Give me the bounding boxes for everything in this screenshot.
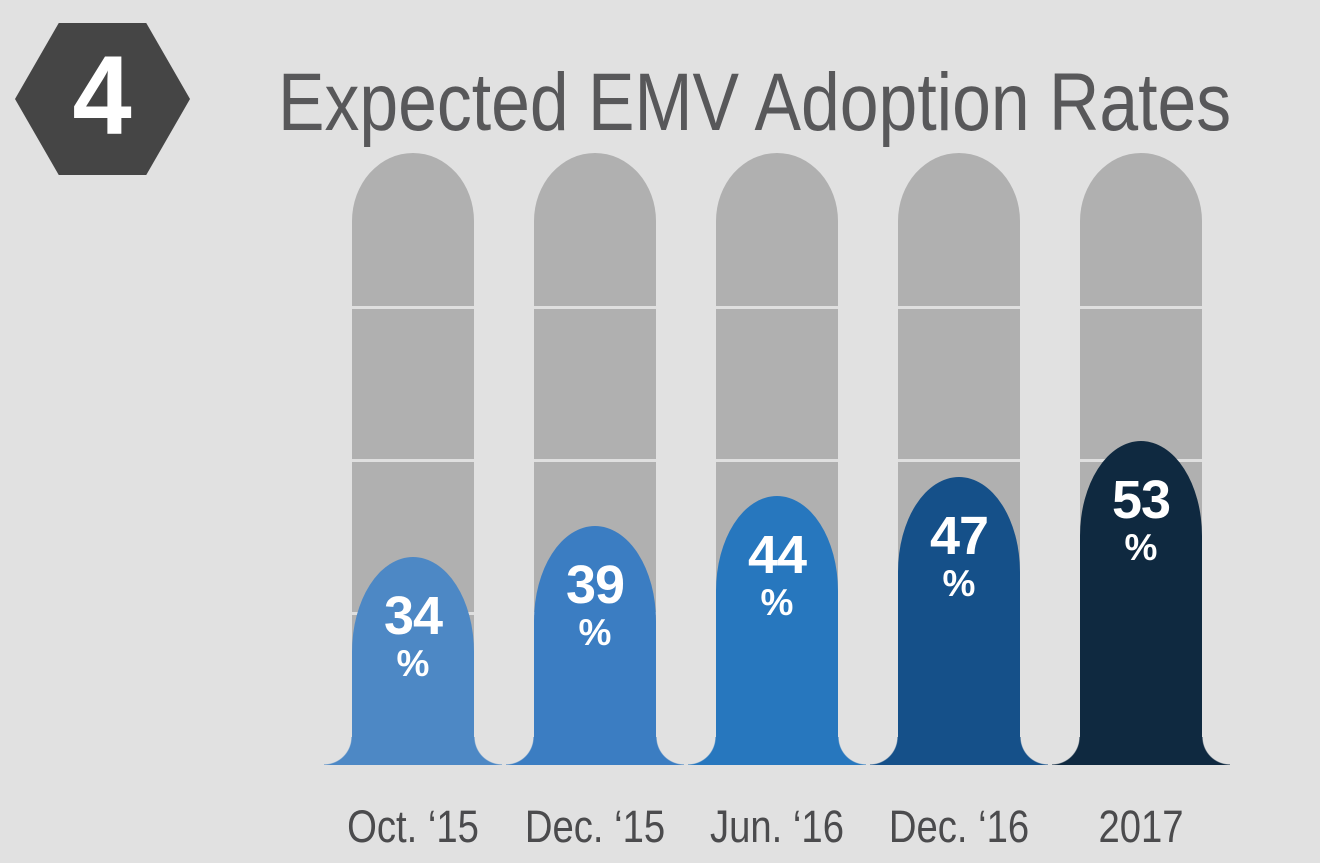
bar-value-label: 39% [534, 558, 656, 651]
gridline-75pct [534, 306, 656, 309]
gridline-50pct [716, 459, 838, 462]
scale-track-2: 39% [506, 153, 684, 765]
gridline-75pct [1080, 306, 1202, 309]
bar-dec16: 47% [870, 477, 1048, 765]
bar-value-label: 34% [352, 589, 474, 682]
category-label-3: Jun. ‘16 [710, 801, 844, 852]
section-number: 4 [72, 33, 133, 158]
value-number: 44 [747, 524, 807, 585]
scale-track-5: 53% [1052, 153, 1230, 766]
gridline-50pct [898, 459, 1020, 462]
bar-jun16: 44% [688, 495, 866, 766]
bar-value-label: 44% [716, 528, 838, 621]
scale-track-1: 34% [324, 153, 502, 766]
gridline-50pct [352, 459, 474, 462]
value-number: 47 [929, 506, 989, 567]
chart-title: Expected EMV Adoption Rates [278, 57, 1232, 148]
bar-2017: 53% [1052, 440, 1230, 766]
gridline-75pct [898, 306, 1020, 309]
category-label-5: 2017 [1098, 801, 1184, 852]
value-unit: % [760, 581, 794, 623]
scale-track-4: 47% [870, 153, 1048, 765]
bar-dec15: 39% [506, 526, 684, 765]
bar-value-label: 47% [898, 509, 1020, 602]
section-number-hexagon: 4 [15, 23, 190, 175]
value-number: 39 [565, 555, 625, 616]
gridline-50pct [534, 459, 656, 462]
value-unit: % [578, 612, 612, 654]
value-unit: % [1124, 526, 1158, 568]
value-number: 34 [383, 585, 443, 646]
value-unit: % [396, 642, 430, 684]
category-label-2: Dec. ‘15 [524, 801, 666, 852]
bar-value-label: 53% [1080, 473, 1202, 566]
scale-track-3: 44% [688, 153, 866, 766]
bar-oct15: 34% [324, 556, 502, 766]
value-number: 53 [1111, 469, 1171, 530]
value-unit: % [942, 563, 976, 605]
gridline-75pct [716, 306, 838, 309]
category-label-4: Dec. ‘16 [888, 801, 1030, 852]
gridline-75pct [352, 306, 474, 309]
category-label-1: Oct. ‘15 [347, 801, 479, 852]
